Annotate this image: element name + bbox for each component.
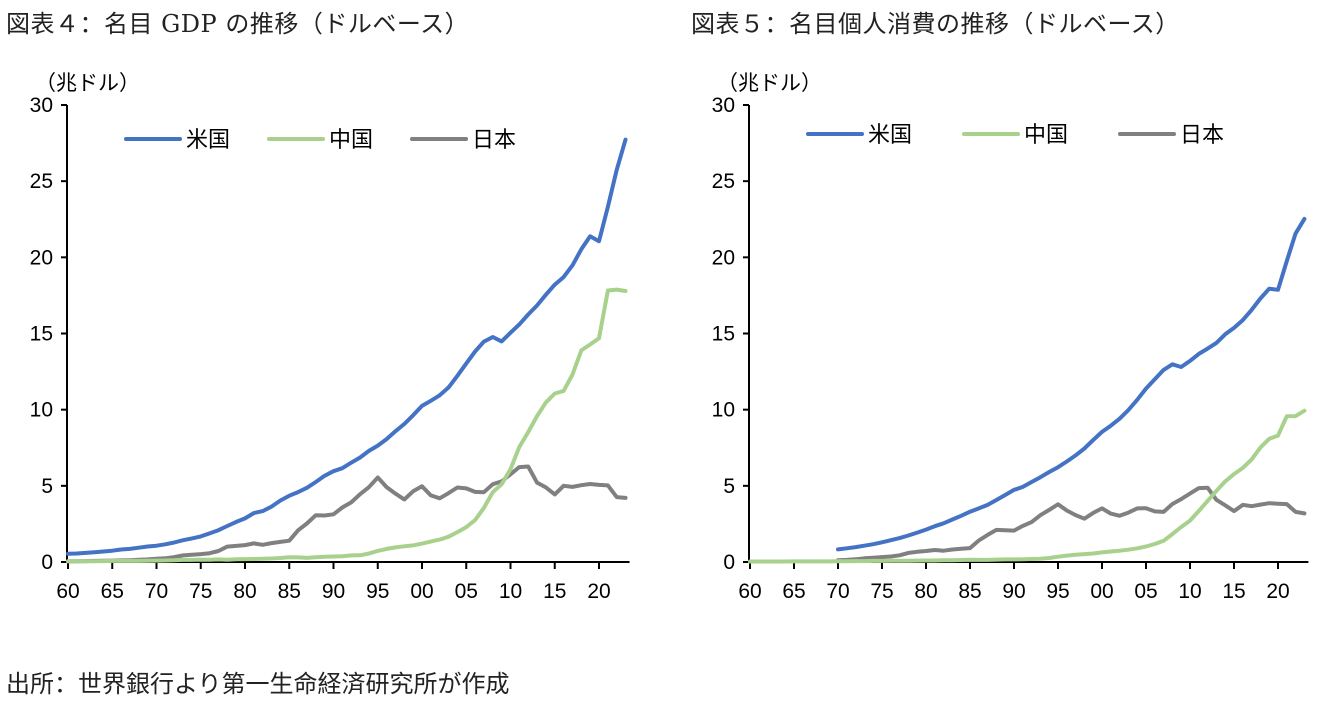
- x-tick-label: 80: [914, 580, 937, 603]
- x-tick-label: 85: [958, 580, 981, 603]
- y-tick-label: 0: [723, 551, 735, 574]
- y-tick-label: 0: [41, 551, 53, 574]
- series-line-us: [66, 137, 628, 556]
- x-tick-label: 70: [826, 580, 849, 603]
- x-tick-label: 05: [1134, 580, 1157, 603]
- x-tick-label: 15: [543, 580, 566, 603]
- y-tick-label: 10: [712, 399, 735, 422]
- series-line-japan: [836, 485, 1307, 563]
- x-tick-label: 10: [1178, 580, 1201, 603]
- y-tick-label: 20: [30, 246, 53, 269]
- y-tick-label: 15: [30, 323, 53, 346]
- series-line-china: [748, 408, 1307, 564]
- x-tick-label: 15: [1222, 580, 1245, 603]
- x-tick-label: 90: [322, 580, 345, 603]
- x-tick-label: 20: [587, 580, 610, 603]
- x-tick-label: 80: [233, 580, 256, 603]
- y-tick-label: 30: [712, 94, 735, 117]
- x-tick-label: 05: [455, 580, 478, 603]
- y-tick-label: 5: [723, 475, 735, 498]
- y-tick-label: 20: [712, 246, 735, 269]
- x-tick-label: 60: [56, 580, 79, 603]
- chart1-title: 図表４：名目 GDP の推移（ドルベース）: [6, 10, 470, 38]
- y-tick-label: 5: [41, 475, 53, 498]
- y-tick-label: 25: [30, 170, 53, 193]
- y-tick-label: 10: [30, 399, 53, 422]
- y-tick-label: 30: [30, 94, 53, 117]
- y-axis-unit-label: （兆ドル）: [717, 71, 822, 95]
- legend-label-japan: 日本: [472, 128, 516, 153]
- x-tick-label: 75: [870, 580, 893, 603]
- legend-label-china: 中国: [329, 128, 373, 153]
- x-tick-label: 95: [1046, 580, 1069, 603]
- legend-label-japan: 日本: [1180, 123, 1224, 148]
- y-axis-unit-label: （兆ドル）: [35, 71, 140, 95]
- x-tick-label: 95: [366, 580, 389, 603]
- y-tick-label: 15: [712, 323, 735, 346]
- x-tick-label: 60: [738, 580, 761, 603]
- series-line-us: [836, 216, 1307, 552]
- x-tick-label: 70: [145, 580, 168, 603]
- x-tick-label: 65: [101, 580, 124, 603]
- x-tick-label: 85: [278, 580, 301, 603]
- chart2-title: 図表５：名目個人消費の推移（ドルベース）: [691, 10, 1180, 38]
- x-tick-label: 10: [499, 580, 522, 603]
- y-tick-label: 25: [712, 170, 735, 193]
- legend-label-us: 米国: [868, 123, 912, 148]
- legend-label-china: 中国: [1024, 123, 1068, 148]
- x-tick-label: 90: [1002, 580, 1025, 603]
- source-note: 出所：世界銀行より第一生命経済研究所が作成: [6, 670, 510, 698]
- series-line-china: [66, 287, 628, 564]
- x-tick-label: 75: [189, 580, 212, 603]
- legend-label-us: 米国: [186, 128, 230, 153]
- x-tick-label: 20: [1266, 580, 1289, 603]
- x-tick-label: 65: [782, 580, 805, 603]
- x-tick-label: 00: [410, 580, 433, 603]
- x-tick-label: 00: [1090, 580, 1113, 603]
